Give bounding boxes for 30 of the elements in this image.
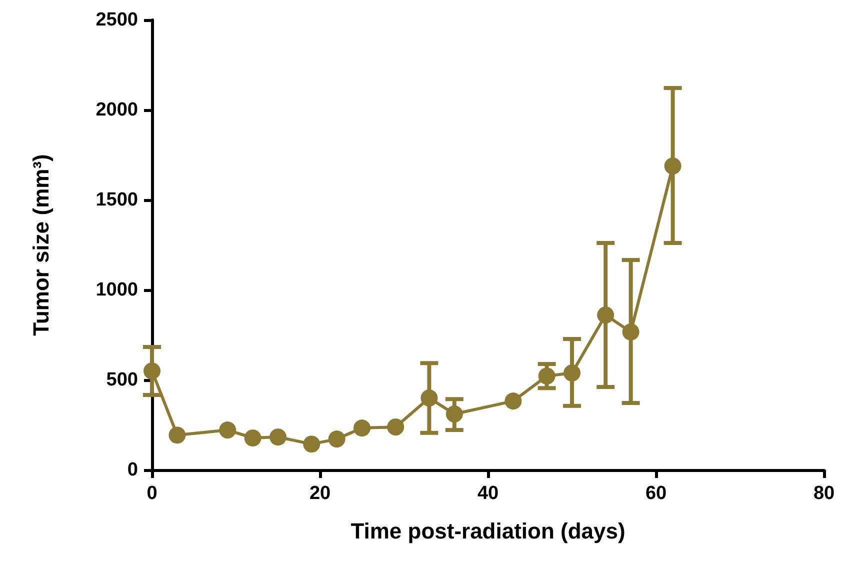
y-tick-label: 2000 (96, 100, 138, 120)
point (270, 428, 286, 446)
x-tick-label: 20 (309, 483, 331, 504)
x-tick-label: 80 (813, 483, 835, 504)
point (420, 390, 438, 406)
y-tick-label: 1000 (96, 280, 138, 300)
point (144, 362, 160, 380)
y-tick-label: 2500 (96, 10, 138, 30)
point (303, 436, 320, 453)
x-tick-label: 0 (146, 483, 158, 504)
point (446, 406, 463, 423)
point (622, 323, 640, 340)
point (354, 420, 370, 437)
x-tick-label: 40 (477, 483, 499, 504)
point (168, 426, 186, 444)
point (219, 422, 236, 439)
point (244, 429, 262, 446)
point (387, 418, 404, 436)
point (504, 392, 522, 410)
y-axis-title: Tumor size (mm³) (28, 154, 54, 336)
x-axis-title: Time post-radiation (days) (350, 518, 626, 544)
y-tick-label: 500 (106, 370, 138, 390)
point (328, 430, 346, 448)
point (664, 157, 682, 174)
point (564, 364, 580, 382)
x-tick-label: 60 (645, 483, 667, 504)
y-tick-label: 0 (127, 460, 138, 480)
point (597, 306, 614, 324)
y-tick-label: 1500 (96, 190, 138, 210)
point (538, 368, 556, 385)
